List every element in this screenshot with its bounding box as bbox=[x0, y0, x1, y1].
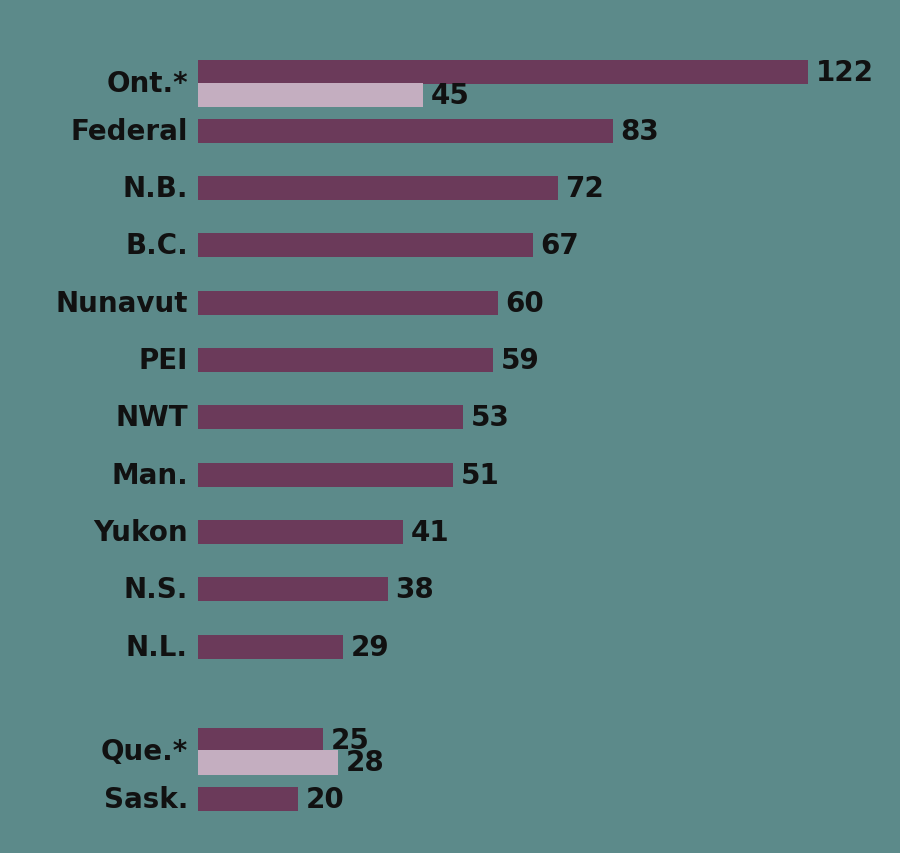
Bar bbox=[198, 463, 453, 487]
Text: Ont.*: Ont.* bbox=[106, 71, 188, 98]
Text: 59: 59 bbox=[500, 346, 539, 374]
Bar bbox=[198, 349, 493, 373]
Bar bbox=[198, 786, 298, 810]
Text: Man.: Man. bbox=[112, 461, 188, 489]
Text: N.L.: N.L. bbox=[126, 633, 188, 661]
Bar bbox=[198, 406, 463, 430]
Text: NWT: NWT bbox=[115, 404, 188, 432]
Bar bbox=[198, 177, 558, 201]
Text: 25: 25 bbox=[330, 726, 369, 754]
Bar bbox=[198, 61, 808, 85]
Bar bbox=[198, 635, 343, 659]
Bar bbox=[198, 751, 338, 775]
Bar bbox=[198, 728, 323, 752]
Text: N.S.: N.S. bbox=[123, 576, 188, 604]
Text: PEI: PEI bbox=[139, 346, 188, 374]
Text: 83: 83 bbox=[620, 118, 659, 146]
Text: B.C.: B.C. bbox=[125, 232, 188, 260]
Bar bbox=[198, 234, 533, 258]
Bar bbox=[198, 577, 388, 601]
Text: Yukon: Yukon bbox=[94, 519, 188, 547]
Text: Que.*: Que.* bbox=[101, 738, 188, 765]
Text: 38: 38 bbox=[395, 576, 434, 604]
Text: 72: 72 bbox=[565, 175, 604, 203]
Bar bbox=[198, 292, 498, 316]
Text: N.B.: N.B. bbox=[122, 175, 188, 203]
Text: Sask.: Sask. bbox=[104, 785, 188, 813]
Text: Nunavut: Nunavut bbox=[56, 289, 188, 317]
Bar bbox=[198, 119, 613, 143]
Text: 29: 29 bbox=[350, 633, 389, 661]
Text: 51: 51 bbox=[461, 461, 500, 489]
Text: 53: 53 bbox=[471, 404, 509, 432]
Text: 122: 122 bbox=[815, 59, 874, 87]
Bar bbox=[198, 520, 403, 544]
Text: 60: 60 bbox=[506, 289, 544, 317]
Text: 45: 45 bbox=[430, 82, 470, 109]
Text: 28: 28 bbox=[346, 749, 384, 776]
Text: 41: 41 bbox=[410, 519, 449, 547]
Text: 20: 20 bbox=[305, 785, 344, 813]
Text: 67: 67 bbox=[541, 232, 580, 260]
Text: Federal: Federal bbox=[70, 118, 188, 146]
Bar bbox=[198, 84, 423, 107]
